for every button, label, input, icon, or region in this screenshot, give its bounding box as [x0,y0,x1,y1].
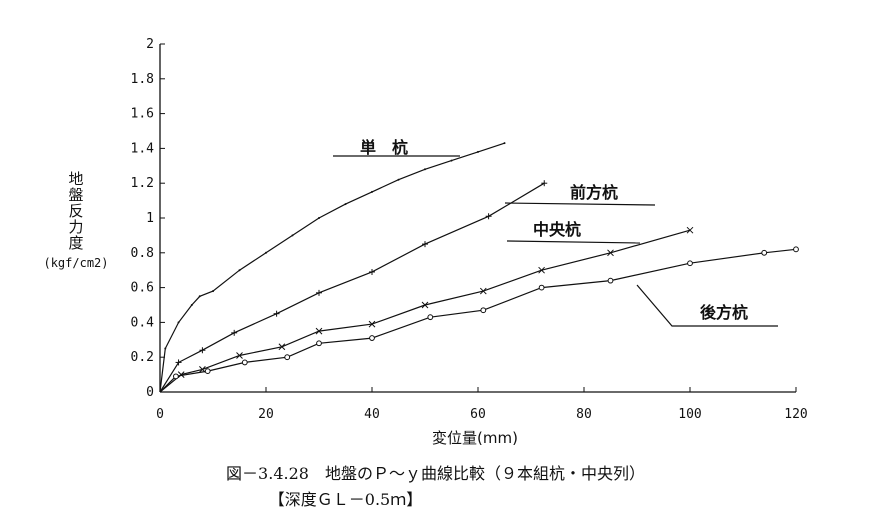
y-tick-label: 1.6 [131,107,154,122]
series-line [159,248,797,393]
y-tick-label: 0.2 [131,350,154,365]
dot-marker [212,290,214,293]
chart-leader-lines [333,155,778,327]
dot-marker [450,159,453,162]
leader-line [504,202,656,206]
dot-marker [190,304,193,306]
y-tick-label: 0.6 [131,281,154,296]
y-tick-label: 1.4 [131,141,155,156]
circle-marker [427,314,434,321]
chart-series [159,142,799,393]
x-marker [199,366,206,373]
circle-marker [173,373,179,380]
y-axis-title-char: 反 [68,202,83,220]
chart-axes [159,44,796,393]
y-tick-label: 2 [146,37,154,52]
x-marker [686,226,694,234]
chart-ticks: 00.20.40.60.811.21.41.61.820 20 40 60 80 100 1… [131,37,808,422]
dot-marker [238,269,241,272]
x-tick-label: 100 [678,407,701,422]
circle-marker [607,277,614,284]
circle-marker [241,359,248,366]
leader-line [636,284,778,327]
figure-subcaption: 【深度ＧＬ－0.5ｍ】 [268,490,423,509]
x-marker [421,301,429,309]
circle-marker [204,368,211,375]
y-axis-title-char: 地 [68,170,83,188]
y-axis-title-char: 度 [68,234,83,252]
x-marker [538,266,545,274]
x-tick-label: 120 [784,407,807,422]
y-tick-label: 1.2 [131,176,154,191]
dot-marker [424,168,426,171]
dot-marker [164,347,167,350]
series-1 [159,180,548,393]
x-tick-label: 80 [576,407,592,422]
circle-marker [793,246,799,253]
x-marker [315,327,323,335]
series-label: 単 杭 [360,138,408,157]
x-marker [177,371,185,378]
x-marker [607,249,614,257]
circle-marker [687,260,693,267]
dot-marker [344,203,347,206]
series-label: 前方杭 [570,183,618,202]
dot-marker [397,178,400,181]
leader-line [506,240,641,244]
x-tick-label: 60 [470,407,486,422]
figure-caption: 図－3.4.28 地盤のＰ～ｙ曲線比較（９本組杭・中央列） [226,464,645,483]
x-marker [368,320,376,328]
y-axis-unit: (kgf/cm2) [43,256,108,270]
y-tick-label: 0.8 [131,246,154,261]
circle-marker [761,249,768,256]
circle-marker [284,354,291,361]
y-tick-label: 1 [146,211,154,226]
dot-marker [371,190,373,193]
circle-marker [369,335,375,341]
series-2 [159,226,694,393]
dot-marker [177,321,180,324]
x-tick-label: 20 [258,407,274,422]
circle-marker [538,284,545,291]
circle-marker [316,340,322,347]
x-tick-label: 40 [364,407,380,422]
series-line [159,142,505,393]
series-line [159,229,691,393]
series-line [159,182,545,393]
dot-marker [477,150,479,153]
dot-marker [503,142,506,145]
y-axis-title-char: 盤 [68,186,83,204]
y-tick-label: 0.4 [131,315,155,330]
series-3 [159,246,799,393]
circle-marker [480,307,487,314]
y-axis-title-char: 力 [68,218,83,236]
y-tick-label: 1.8 [131,72,154,87]
x-tick-label: 0 [156,407,164,422]
series-label: 中央杭 [533,220,581,239]
dot-marker [265,251,267,254]
y-tick-label: 0 [146,385,154,400]
dot-marker [198,295,201,298]
x-marker [278,343,286,351]
x-axis-title: 変位量(mm) [432,429,518,447]
series-label: 後方杭 [700,303,748,322]
x-marker [236,352,243,359]
series-0 [159,142,506,393]
dot-marker [291,234,294,237]
x-marker [479,287,487,295]
dot-marker [318,217,320,219]
